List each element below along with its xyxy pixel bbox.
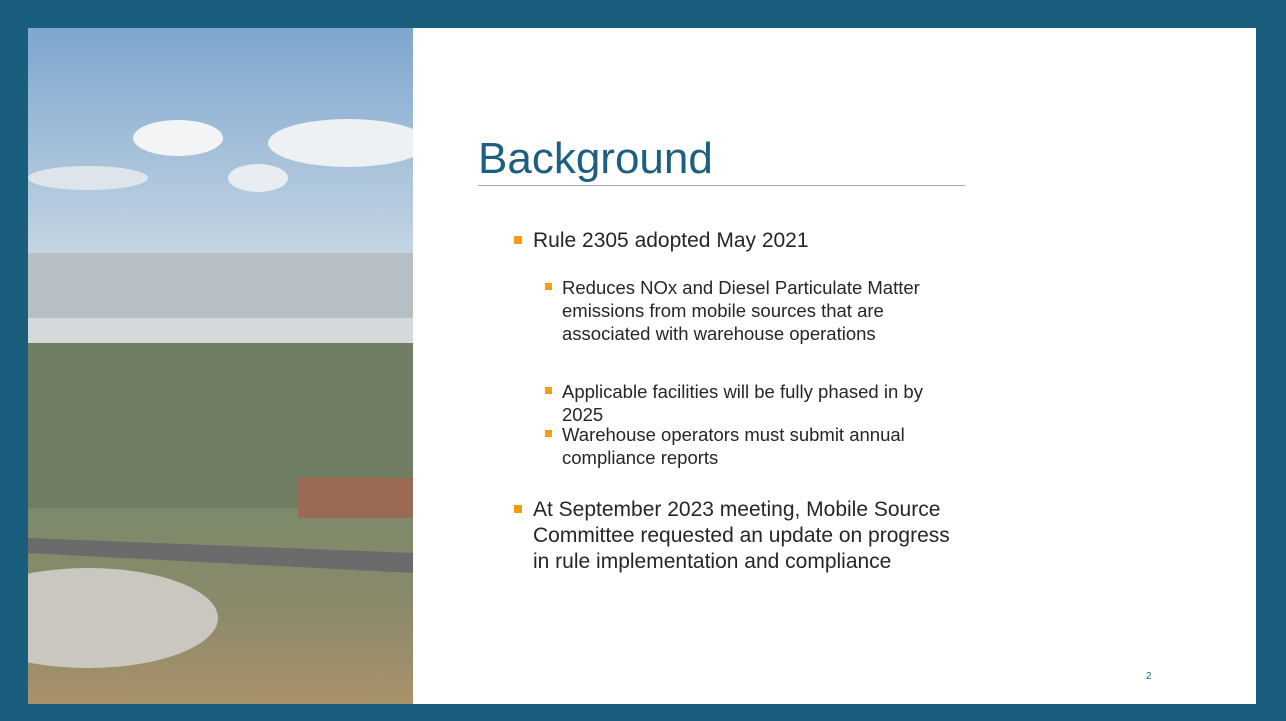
- photo: [28, 28, 413, 704]
- page-number: 2: [1146, 671, 1152, 682]
- sub-bullet: Warehouse operators must submit annual c…: [562, 423, 962, 469]
- sub-bullet: Reduces NOx and Diesel Particulate Matte…: [562, 276, 962, 345]
- sub-bullet: Applicable facilities will be fully phas…: [562, 380, 962, 426]
- bullet: At September 2023 meeting, Mobile Source…: [533, 497, 963, 575]
- page: Background Rule 2305 adopted May 2021 Re…: [0, 0, 1286, 721]
- bullet: Rule 2305 adopted May 2021: [533, 228, 963, 254]
- title-rule: [478, 185, 965, 186]
- slide: Background Rule 2305 adopted May 2021 Re…: [28, 28, 1256, 704]
- slide-title: Background: [478, 134, 713, 184]
